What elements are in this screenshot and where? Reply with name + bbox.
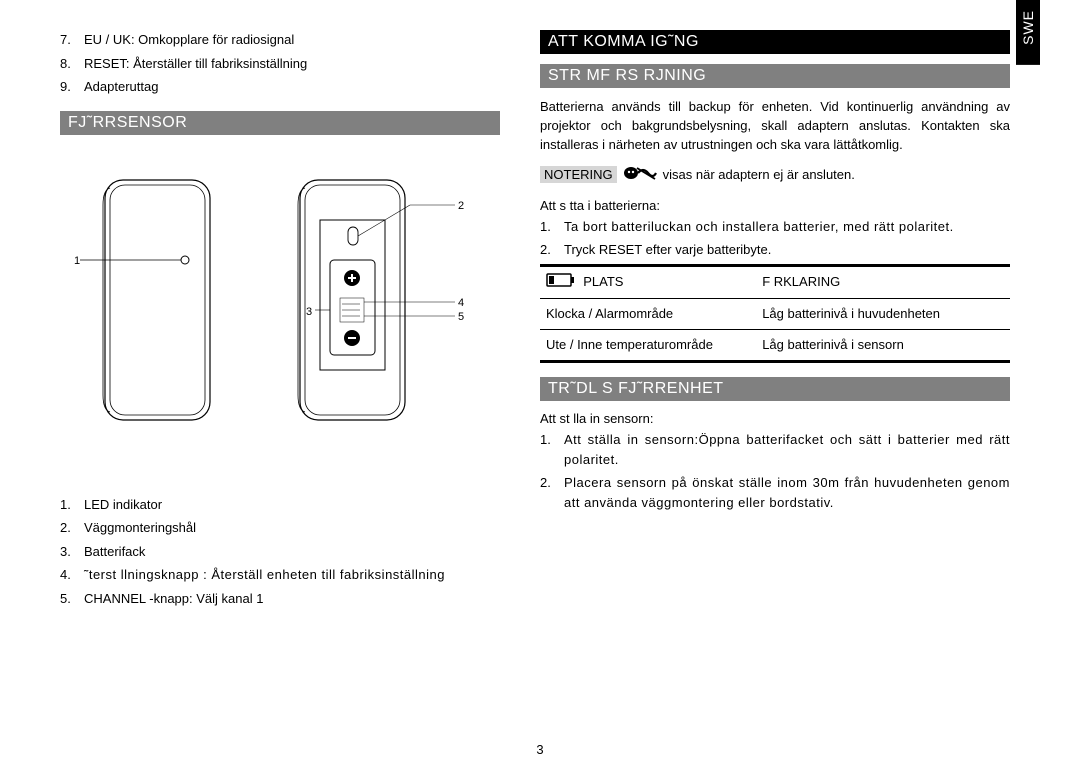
- table-cell: Låg batterinivå i huvudenheten: [756, 298, 1010, 329]
- battery-steps: 1. Ta bort batteriluckan och installera …: [540, 217, 1010, 260]
- item-text: LED indikator: [84, 495, 500, 515]
- diagram-label-3b: 3: [306, 306, 312, 318]
- sensor-svg: 1: [70, 160, 490, 460]
- item-text: Att ställa in sensorn:Öppna batterifacke…: [564, 430, 1010, 469]
- list-item: 1. LED indikator: [60, 495, 500, 515]
- section-header-power: STR MF RS RJNING: [540, 64, 1010, 88]
- item-text: Adapteruttag: [84, 77, 500, 97]
- item-number: 1.: [60, 495, 84, 515]
- item-number: 2.: [540, 473, 564, 493]
- right-column: ATT KOMMA IG˜NG STR MF RS RJNING Batteri…: [540, 30, 1010, 741]
- language-tab: SWE: [1016, 0, 1040, 65]
- item-text: Batterifack: [84, 542, 500, 562]
- item-number: 1.: [540, 217, 564, 237]
- table-cell: Låg batterinivå i sensorn: [756, 329, 1010, 361]
- diagram-label-1: 1: [74, 255, 80, 267]
- section-header-sensor: FJ˜RRSENSOR: [60, 111, 500, 135]
- item-number: 1.: [540, 430, 564, 450]
- plug-icon: [623, 165, 657, 184]
- sensor-setup-subheader: Att st lla in sensorn:: [540, 411, 1010, 426]
- list-item: 7. EU / UK: Omkopplare för radiosignal: [60, 30, 500, 50]
- top-list: 7. EU / UK: Omkopplare för radiosignal 8…: [60, 30, 500, 97]
- diagram-label-2: 2: [458, 200, 464, 212]
- battery-icon: [546, 273, 576, 292]
- item-text: RESET: Återställer till fabriksinställni…: [84, 54, 500, 74]
- item-text: CHANNEL -knapp: Välj kanal 1: [84, 589, 500, 609]
- battery-table: PLATS F RKLARING Klocka / Alarmområde Lå…: [540, 264, 1010, 364]
- item-text: Placera sensorn på önskat ställe inom 30…: [564, 473, 1010, 512]
- table-header-plats: PLATS: [540, 265, 756, 298]
- item-number: 4.: [60, 565, 84, 585]
- list-item: 2. Tryck RESET efter varje batteribyte.: [540, 240, 1010, 260]
- table-col1-header: PLATS: [583, 274, 623, 289]
- item-number: 3.: [60, 542, 84, 562]
- sensor-steps: 1. Att ställa in sensorn:Öppna batterifa…: [540, 430, 1010, 512]
- notering-label: NOTERING: [540, 166, 617, 183]
- sensor-front: 1: [74, 180, 210, 420]
- page-number: 3: [536, 742, 543, 757]
- table-row: Ute / Inne temperaturområde Låg batterin…: [540, 329, 1010, 361]
- list-item: 2. Placera sensorn på önskat ställe inom…: [540, 473, 1010, 512]
- list-item: 5. CHANNEL -knapp: Välj kanal 1: [60, 589, 500, 609]
- table-row: Klocka / Alarmområde Låg batterinivå i h…: [540, 298, 1010, 329]
- item-number: 2.: [540, 240, 564, 260]
- item-text: Ta bort batteriluckan och installera bat…: [564, 217, 1010, 237]
- list-item: 1. Att ställa in sensorn:Öppna batterifa…: [540, 430, 1010, 469]
- left-column: 7. EU / UK: Omkopplare för radiosignal 8…: [60, 30, 500, 741]
- bottom-list: 1. LED indikator 2. Väggmonteringshål 3.…: [60, 495, 500, 609]
- diagram-label-5: 5: [458, 311, 464, 323]
- list-item: 4. ˜terst llningsknapp : Återställ enhet…: [60, 565, 500, 585]
- sensor-back: 2 3 4 5: [298, 180, 464, 420]
- sensor-diagram: 1: [60, 155, 500, 465]
- item-number: 5.: [60, 589, 84, 609]
- notering-text: visas när adaptern ej är ansluten.: [663, 167, 855, 182]
- notering-line: NOTERING visas när adaptern ej är anslut…: [540, 165, 1010, 184]
- battery-subheader: Att s tta i batterierna:: [540, 198, 1010, 213]
- item-text: Tryck RESET efter varje batteribyte.: [564, 240, 1010, 260]
- section-header-wireless: TR˜DL S FJ˜RRENHET: [540, 377, 1010, 401]
- item-number: 7.: [60, 30, 84, 50]
- list-item: 3. Batterifack: [60, 542, 500, 562]
- item-text: EU / UK: Omkopplare för radiosignal: [84, 30, 500, 50]
- section-header-start: ATT KOMMA IG˜NG: [540, 30, 1010, 54]
- page-content: 7. EU / UK: Omkopplare för radiosignal 8…: [0, 0, 1080, 761]
- table-col2-header: F RKLARING: [756, 265, 1010, 298]
- item-number: 2.: [60, 518, 84, 538]
- list-item: 8. RESET: Återställer till fabriksinstäl…: [60, 54, 500, 74]
- item-number: 8.: [60, 54, 84, 74]
- diagram-label-4: 4: [458, 297, 464, 309]
- intro-paragraph: Batterierna används till backup för enhe…: [540, 98, 1010, 155]
- item-number: 9.: [60, 77, 84, 97]
- table-cell: Ute / Inne temperaturområde: [540, 329, 756, 361]
- item-text: ˜terst llningsknapp : Återställ enheten …: [84, 565, 500, 585]
- table-cell: Klocka / Alarmområde: [540, 298, 756, 329]
- list-item: 9. Adapteruttag: [60, 77, 500, 97]
- item-text: Väggmonteringshål: [84, 518, 500, 538]
- list-item: 2. Väggmonteringshål: [60, 518, 500, 538]
- list-item: 1. Ta bort batteriluckan och installera …: [540, 217, 1010, 237]
